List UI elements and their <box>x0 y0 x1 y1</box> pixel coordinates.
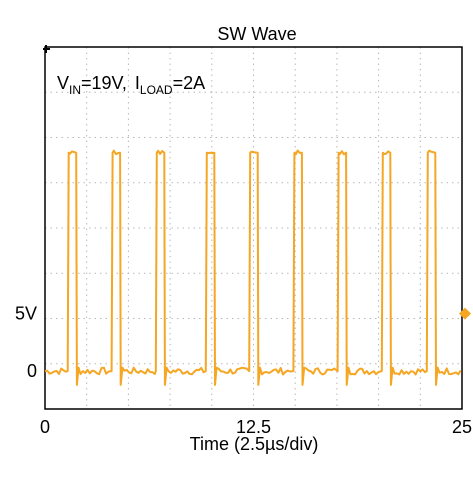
condition-label: VIN=19V, ILOAD=2A <box>57 73 205 97</box>
sw-waveform-series <box>44 149 462 386</box>
y-tick-label: 0 <box>27 361 37 381</box>
plot-frame <box>44 46 463 410</box>
grid <box>45 47 462 409</box>
y-tick-labels: 0 5V <box>15 304 37 381</box>
x-tick-label: 25 <box>452 417 472 437</box>
trigger-time-marker <box>43 45 50 53</box>
x-tick-labels: 0 12.5 25 <box>40 417 472 437</box>
y-tick-label: 5V <box>15 304 37 324</box>
x-axis-label: Time (2.5µs/div) <box>190 434 319 454</box>
chart-title: SW Wave <box>217 24 296 44</box>
trigger-level-marker <box>459 307 471 320</box>
x-tick-label: 12.5 <box>236 417 271 437</box>
x-tick-label: 0 <box>40 417 50 437</box>
